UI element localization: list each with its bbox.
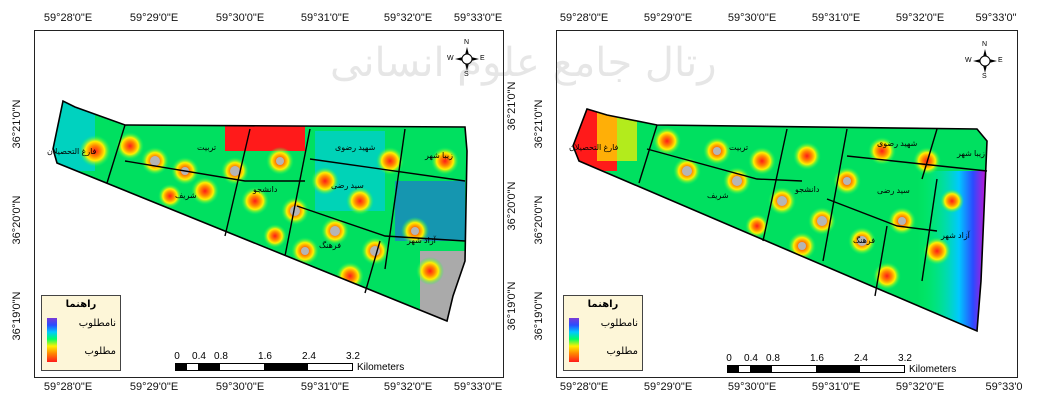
district-label: تربیت [197, 143, 217, 152]
district-label: سید رضی [877, 186, 910, 195]
scale-label: 3.2 [898, 353, 912, 364]
lat-tick: 36°21'0"N [506, 81, 518, 131]
scale-label: 0 [174, 351, 180, 362]
lon-tick: 59°30'0"E [727, 12, 777, 24]
lat-tick: 36°20'0"N [11, 195, 23, 245]
lon-tick: 59°29'0"E [643, 381, 693, 393]
district-label: زیبا شهر [425, 151, 453, 160]
legend: راهنما نامطلوب مطلوب [563, 295, 643, 371]
lon-tick: 59°30'0"E [727, 381, 777, 393]
district-label: تربیت [729, 143, 749, 152]
scale-bar: 0 0.4 0.8 1.6 2.4 3.2 Kilometers [174, 351, 404, 373]
lon-tick: 59°28'0"E [559, 381, 609, 393]
lat-tick: 36°19'0"N [11, 291, 23, 341]
scale-label: 3.2 [346, 351, 360, 362]
scale-bar-segments [727, 365, 905, 373]
district-label: سید رضی [331, 181, 364, 190]
district-label: زیبا شهر [957, 149, 985, 158]
district-label: فرهنگ [319, 241, 342, 250]
lon-tick: 59°30'0"E [215, 12, 265, 24]
district-label: شهید رضوی [877, 139, 918, 148]
lon-tick: 59°29'0"E [129, 381, 179, 393]
scale-label: 0 [726, 353, 732, 364]
district-label: آزاد شهر [407, 236, 436, 245]
legend-title: راهنما [587, 299, 619, 310]
lon-tick: 59°31'0"E [300, 381, 350, 393]
east-label: E [480, 55, 485, 62]
legend-high-label: نامطلوب [600, 318, 638, 329]
lon-tick: 59°32'0"E [383, 381, 433, 393]
district-label: آزاد شهر [941, 231, 970, 240]
lon-tick: 59°33'0" [975, 12, 1017, 24]
district-label: دانشجو [795, 185, 820, 194]
lon-tick: 59°28'0"E [43, 12, 93, 24]
lon-tick: 59°32'0"E [895, 12, 945, 24]
lon-tick: 59°31'0"E [811, 12, 861, 24]
suitability-map-left: 59°28'0"E 59°29'0"E 59°30'0"E 59°31'0"E … [11, 12, 518, 393]
suitability-map-right: 59°28'0"E 59°29'0"E 59°30'0"E 59°31'0"E … [522, 0, 1038, 401]
scale-bar: 0 0.4 0.8 1.6 2.4 3.2 Kilometers [726, 353, 956, 375]
district-label: شریف [707, 191, 729, 200]
lat-tick: 36°21'0"N [533, 99, 545, 149]
suitability-raster [52, 99, 468, 323]
lon-tick: 59°31'0"E [811, 381, 861, 393]
lat-tick: 36°19'0"N [506, 281, 518, 331]
lon-tick: 59°33'0"E [453, 381, 503, 393]
scale-label: 1.6 [810, 353, 824, 364]
district-label: فرهنگ [853, 236, 876, 245]
east-label: E [998, 57, 1003, 64]
lon-tick: 59°33'0 [985, 381, 1023, 393]
scale-label: 0.4 [744, 353, 758, 364]
scale-label: 2.4 [854, 353, 868, 364]
lon-tick: 59°28'0"E [559, 12, 609, 24]
south-label: S [982, 73, 987, 80]
district-label: فارغ التحصیلان [569, 143, 619, 152]
district-label: شریف [175, 191, 197, 200]
north-label: N [982, 41, 988, 48]
lat-tick: 36°19'0"N [533, 291, 545, 341]
lat-tick: 36°20'0"N [533, 195, 545, 245]
legend-color-ramp [47, 318, 57, 362]
lon-tick: 59°30'0"E [215, 381, 265, 393]
lon-tick: 59°29'0"E [129, 12, 179, 24]
legend-color-ramp [569, 318, 579, 362]
north-label: N [464, 39, 470, 46]
legend-low-label: مطلوب [606, 346, 638, 357]
district-label: فارغ التحصیلان [47, 147, 97, 156]
lon-tick: 59°32'0"E [895, 381, 945, 393]
scale-label: 2.4 [302, 351, 316, 362]
suitability-raster [572, 108, 988, 333]
scale-label: 0.8 [214, 351, 228, 362]
scale-label: 1.6 [258, 351, 272, 362]
map-frame: فارغ التحصیلان تربیت شریف دانشجو شهید رض… [556, 30, 1018, 378]
west-label: W [965, 57, 972, 64]
lon-tick: 59°31'0"E [300, 12, 350, 24]
scale-unit: Kilometers [909, 364, 957, 375]
lon-tick: 59°28'0"E [43, 381, 93, 393]
legend-title: راهنما [65, 299, 97, 310]
lat-tick: 36°21'0"N [11, 99, 23, 149]
north-arrow-icon: N S E W [965, 41, 1005, 81]
south-label: S [464, 71, 469, 78]
scale-unit: Kilometers [357, 362, 405, 373]
lon-tick: 59°32'0"E [383, 12, 433, 24]
legend-low-label: مطلوب [84, 346, 116, 357]
scale-label: 0.8 [766, 353, 780, 364]
map-frame: فارغ التحصیلان تربیت شریف دانشجو شهید رض… [34, 30, 504, 378]
legend: راهنما نامطلوب مطلوب [41, 295, 121, 371]
lat-tick: 36°20'0"N [506, 181, 518, 231]
lon-tick: 59°29'0"E [643, 12, 693, 24]
north-arrow-icon: N S E W [447, 39, 487, 79]
scale-bar-segments [175, 363, 353, 371]
legend-high-label: نامطلوب [78, 318, 116, 329]
district-label: شهید رضوی [335, 143, 376, 152]
west-label: W [447, 55, 454, 62]
lon-tick: 59°33'0"E [453, 12, 503, 24]
district-label: دانشجو [253, 185, 278, 194]
scale-label: 0.4 [192, 351, 206, 362]
